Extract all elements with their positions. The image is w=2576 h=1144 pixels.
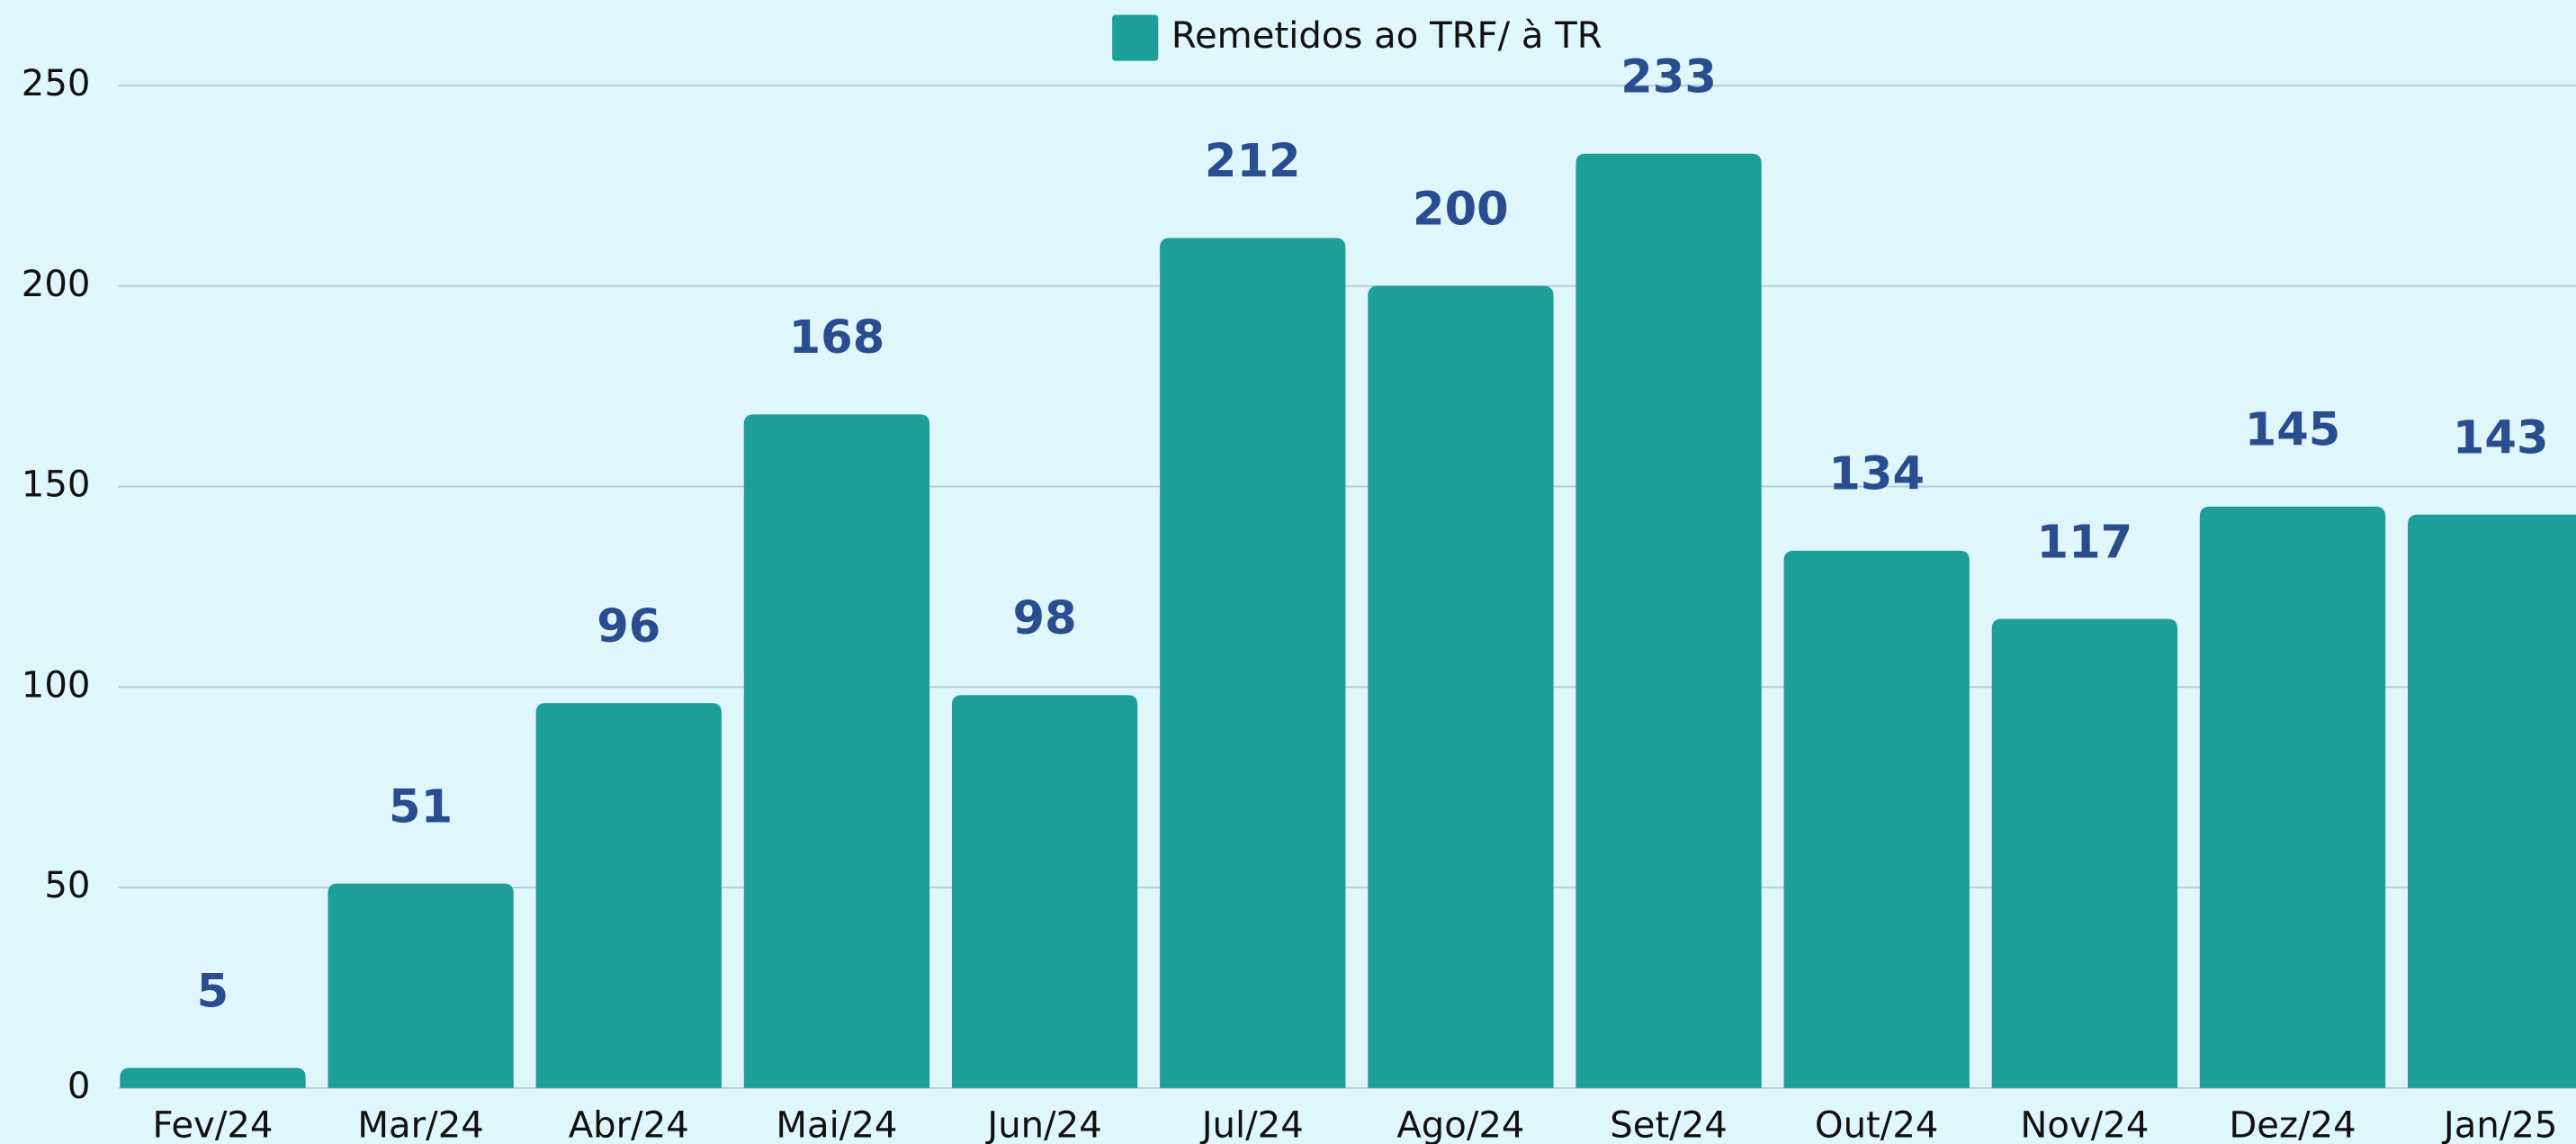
y-tick-label: 250 — [22, 63, 91, 104]
bar — [743, 414, 930, 1088]
x-tick-label: Mar/24 — [357, 1105, 483, 1144]
x-tick-label: Set/24 — [1610, 1105, 1728, 1144]
bar — [2408, 514, 2576, 1088]
value-label: 168 — [789, 311, 885, 365]
value-label: 134 — [1828, 448, 1925, 501]
bar — [951, 695, 1138, 1088]
bar — [1575, 153, 1762, 1088]
bar — [535, 703, 722, 1088]
x-tick-label: Out/24 — [1815, 1105, 1938, 1144]
x-tick-label: Dez/24 — [2229, 1105, 2356, 1144]
x-tick-label: Abr/24 — [569, 1105, 689, 1144]
x-tick-label: Mai/24 — [776, 1105, 897, 1144]
x-tick-label: Nov/24 — [2020, 1105, 2149, 1144]
value-label: 143 — [2453, 412, 2549, 465]
y-tick-label: 100 — [22, 664, 91, 706]
value-label: 233 — [1620, 51, 1717, 104]
legend-swatch — [1112, 14, 1159, 61]
value-label: 200 — [1413, 184, 1509, 237]
legend-label: Remetidos ao TRF/ à TR — [1171, 15, 1602, 57]
x-tick-label: Jun/24 — [984, 1105, 1101, 1144]
y-tick-label: 0 — [67, 1066, 91, 1107]
bar — [1160, 238, 1346, 1088]
y-tick-label: 150 — [22, 464, 91, 506]
value-label: 212 — [1205, 135, 1301, 188]
value-label: 117 — [2037, 516, 2133, 569]
value-label: 145 — [2245, 404, 2341, 457]
value-label: 51 — [389, 780, 453, 833]
x-tick-label: Fev/24 — [152, 1105, 273, 1144]
bar — [120, 1067, 306, 1088]
bar — [1368, 285, 1554, 1088]
bar — [2199, 506, 2386, 1088]
x-tick-label: Ago/24 — [1396, 1105, 1524, 1144]
value-label: 98 — [1013, 592, 1077, 645]
value-label: 5 — [197, 965, 229, 1018]
x-tick-label: Jul/24 — [1199, 1105, 1304, 1144]
bar — [1783, 550, 1970, 1088]
value-label: 96 — [597, 600, 660, 653]
y-tick-label: 200 — [22, 264, 91, 305]
y-tick-label: 50 — [44, 865, 90, 906]
x-tick-label: Jan/25 — [2441, 1105, 2558, 1144]
bar — [328, 883, 514, 1088]
bar — [1991, 618, 2178, 1088]
